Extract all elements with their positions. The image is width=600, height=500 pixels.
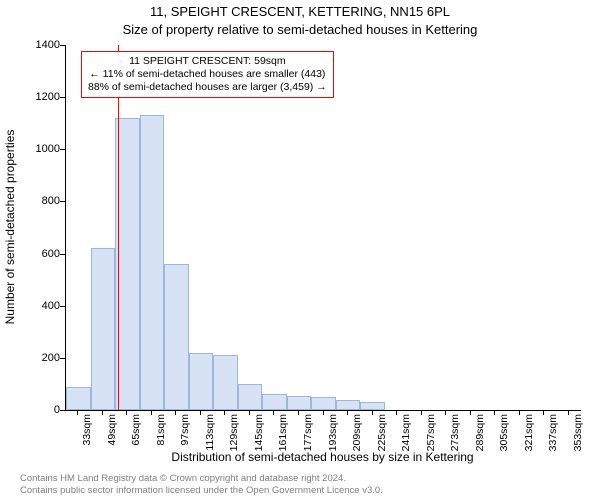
y-tick-label: 1400: [20, 39, 60, 51]
y-axis-label: Number of semi-detached properties: [3, 130, 17, 325]
x-tick-mark: [396, 410, 397, 415]
histogram-bar: [238, 384, 263, 410]
footer-line2: Contains public sector information licen…: [20, 485, 383, 496]
x-tick-mark: [323, 410, 324, 415]
y-tick-label: 0: [20, 404, 60, 416]
x-tick-label: 113sqm: [204, 414, 216, 458]
annotation-box: 11 SPEIGHT CRESCENT: 59sqm← 11% of semi-…: [81, 51, 334, 98]
footer-text: Contains HM Land Registry data © Crown c…: [20, 473, 383, 496]
x-tick-label: 33sqm: [81, 414, 93, 458]
x-tick-label: 257sqm: [425, 414, 437, 458]
histogram-bar: [311, 397, 336, 410]
x-tick-mark: [372, 410, 373, 415]
x-tick-label: 129sqm: [228, 414, 240, 458]
x-tick-mark: [175, 410, 176, 415]
x-tick-mark: [102, 410, 103, 415]
x-tick-label: 193sqm: [327, 414, 339, 458]
histogram-bar: [287, 396, 312, 410]
x-tick-mark: [77, 410, 78, 415]
x-tick-label: 145sqm: [253, 414, 265, 458]
x-tick-label: 273sqm: [449, 414, 461, 458]
y-tick-label: 1000: [20, 143, 60, 155]
chart-subtitle: Size of property relative to semi-detach…: [0, 22, 600, 37]
x-tick-mark: [249, 410, 250, 415]
histogram-bar: [262, 394, 287, 410]
histogram-bar: [66, 387, 91, 410]
x-tick-label: 209sqm: [351, 414, 363, 458]
x-tick-label: 49sqm: [106, 414, 118, 458]
y-tick-label: 200: [20, 352, 60, 364]
y-tick-label: 600: [20, 248, 60, 260]
histogram-bar: [213, 355, 238, 410]
x-tick-mark: [494, 410, 495, 415]
y-tick-label: 800: [20, 195, 60, 207]
annotation-line: 11 SPEIGHT CRESCENT: 59sqm: [88, 55, 327, 68]
x-tick-mark: [445, 410, 446, 415]
chart-title: 11, SPEIGHT CRESCENT, KETTERING, NN15 6P…: [0, 4, 600, 19]
x-tick-label: 305sqm: [498, 414, 510, 458]
x-tick-mark: [347, 410, 348, 415]
y-tick-label: 400: [20, 300, 60, 312]
histogram-bar: [140, 115, 165, 410]
histogram-bar: [189, 353, 214, 410]
y-tick-mark: [60, 201, 65, 202]
annotation-line: 88% of semi-detached houses are larger (…: [88, 81, 327, 94]
histogram-bar: [360, 402, 385, 410]
y-tick-mark: [60, 149, 65, 150]
reference-line: [118, 45, 119, 410]
x-tick-mark: [273, 410, 274, 415]
y-tick-mark: [60, 254, 65, 255]
x-tick-mark: [224, 410, 225, 415]
x-tick-label: 65sqm: [130, 414, 142, 458]
annotation-line: ← 11% of semi-detached houses are smalle…: [88, 68, 327, 81]
x-tick-label: 321sqm: [523, 414, 535, 458]
x-tick-mark: [421, 410, 422, 415]
y-tick-mark: [60, 97, 65, 98]
x-tick-mark: [470, 410, 471, 415]
x-tick-mark: [568, 410, 569, 415]
y-tick-mark: [60, 45, 65, 46]
x-tick-mark: [151, 410, 152, 415]
y-tick-label: 1200: [20, 91, 60, 103]
histogram-bar: [336, 400, 361, 410]
histogram-bar: [164, 264, 189, 410]
footer-line1: Contains HM Land Registry data © Crown c…: [20, 473, 383, 484]
x-tick-mark: [126, 410, 127, 415]
x-tick-label: 177sqm: [302, 414, 314, 458]
x-tick-mark: [543, 410, 544, 415]
y-tick-mark: [60, 306, 65, 307]
x-tick-mark: [519, 410, 520, 415]
x-tick-label: 337sqm: [547, 414, 559, 458]
x-tick-label: 353sqm: [572, 414, 584, 458]
plot-area: 11 SPEIGHT CRESCENT: 59sqm← 11% of semi-…: [65, 45, 581, 411]
x-tick-label: 241sqm: [400, 414, 412, 458]
x-tick-label: 289sqm: [474, 414, 486, 458]
x-tick-mark: [298, 410, 299, 415]
x-tick-label: 225sqm: [376, 414, 388, 458]
y-tick-mark: [60, 410, 65, 411]
histogram-bar: [91, 248, 116, 410]
x-tick-label: 97sqm: [179, 414, 191, 458]
y-tick-mark: [60, 358, 65, 359]
chart-container: 11, SPEIGHT CRESCENT, KETTERING, NN15 6P…: [0, 0, 600, 500]
x-tick-label: 81sqm: [155, 414, 167, 458]
x-tick-mark: [200, 410, 201, 415]
x-tick-label: 161sqm: [277, 414, 289, 458]
